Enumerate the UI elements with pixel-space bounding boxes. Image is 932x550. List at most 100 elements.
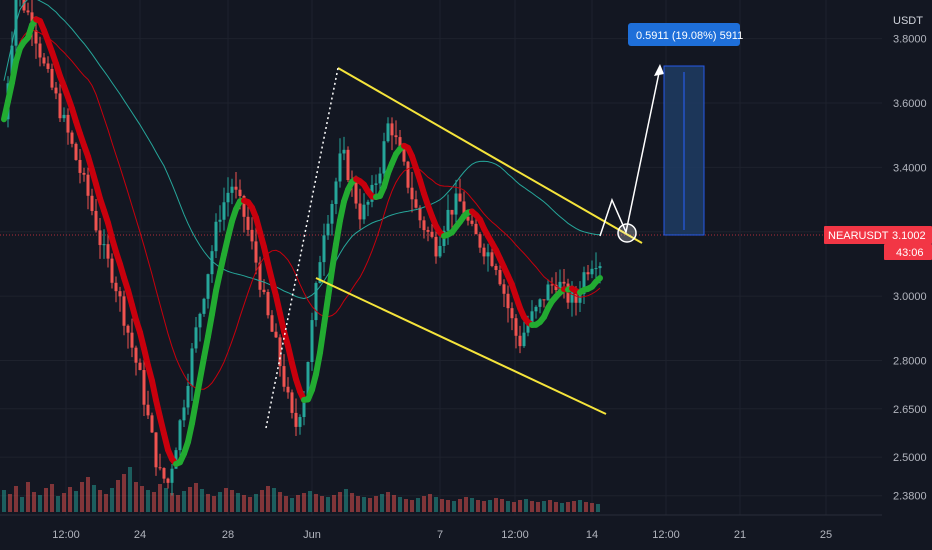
- candle-body: [46, 63, 50, 69]
- candle-body: [170, 468, 174, 483]
- candle-body: [226, 192, 230, 203]
- candle-body: [334, 181, 338, 204]
- volume-bar: [146, 490, 150, 512]
- candle-body: [214, 221, 218, 252]
- volume-bar: [572, 501, 576, 512]
- fast-ma-line: [3, 29, 601, 390]
- candle-body: [206, 274, 210, 299]
- candle-body: [286, 386, 290, 393]
- volume-bar: [200, 489, 204, 512]
- candle-body: [406, 161, 410, 188]
- volume-bar: [278, 492, 282, 512]
- candle-body: [534, 306, 538, 312]
- y-tick-label: 3.4000: [893, 162, 927, 174]
- trend-line-segment: [593, 275, 603, 285]
- trend-line-segment: [189, 398, 199, 427]
- volume-bar: [356, 496, 360, 512]
- candle-body: [94, 210, 98, 231]
- volume-bar: [182, 491, 186, 512]
- candle-body: [110, 258, 114, 283]
- candle-body: [414, 199, 418, 208]
- volume-bar: [596, 504, 600, 512]
- volume-bar: [140, 486, 144, 512]
- volume-bar: [344, 489, 348, 512]
- candle-body: [518, 335, 522, 347]
- trend-line-segment: [337, 198, 347, 224]
- candle-body: [402, 148, 406, 162]
- candle-body: [210, 251, 214, 275]
- volume-bar: [560, 503, 564, 512]
- candle-body: [150, 415, 154, 433]
- candle-body: [426, 230, 430, 232]
- candle-body: [230, 186, 234, 193]
- symbol-name: NEARUSDT: [828, 230, 889, 242]
- candle-body: [122, 296, 126, 326]
- trend-line-segment: [277, 310, 287, 335]
- volume-bar: [470, 498, 474, 512]
- candle-body: [474, 223, 478, 235]
- volume-bar: [62, 493, 66, 512]
- volume-bar: [194, 483, 198, 512]
- trend-line-segment: [329, 241, 339, 274]
- candle-body: [446, 209, 450, 231]
- volume-bar: [14, 486, 18, 512]
- candle-body: [422, 220, 426, 231]
- candle-body: [298, 417, 302, 427]
- candle-body: [362, 204, 366, 220]
- candle-body: [398, 137, 402, 149]
- countdown-tag: [884, 244, 932, 260]
- volume-bar: [452, 501, 456, 512]
- volume-bar: [212, 496, 216, 512]
- candle-body: [382, 141, 386, 174]
- candle-body: [598, 266, 602, 269]
- trendline-drawings[interactable]: [265, 64, 664, 429]
- candle-body: [582, 272, 586, 294]
- x-tick-label: 12:00: [501, 529, 529, 541]
- candle-body: [58, 93, 62, 119]
- trend-line-segment: [205, 311, 215, 340]
- trend-line-segment: [9, 58, 19, 86]
- volume-bar: [290, 498, 294, 512]
- volume-bar: [68, 487, 72, 512]
- volume-bar: [464, 497, 468, 512]
- volume-bar: [128, 467, 132, 512]
- volume-bar: [86, 477, 90, 512]
- trend-line-segment: [333, 217, 343, 248]
- volume-bar: [308, 491, 312, 512]
- candle-body: [66, 114, 70, 133]
- x-tick-label: Jun: [303, 529, 321, 541]
- volume-bar: [494, 498, 498, 512]
- volume-bar: [368, 498, 372, 512]
- candle-body: [34, 30, 38, 44]
- candle-body: [438, 245, 442, 257]
- x-axis-ticks: 12:00 24 28 Jun 7 12:00 14 12:00 21 25: [52, 529, 832, 541]
- volume-bars: [2, 467, 600, 512]
- candle-body: [374, 183, 378, 185]
- candle-body: [310, 320, 314, 362]
- candle-body: [378, 173, 382, 184]
- y-tick-label: 2.3800: [893, 491, 927, 503]
- candle-body: [106, 244, 110, 259]
- candle-body: [266, 292, 270, 316]
- volume-bar: [272, 488, 276, 512]
- candle-body: [26, 10, 30, 13]
- candle-body: [190, 348, 194, 386]
- candle-body: [70, 132, 74, 144]
- volume-bar: [248, 497, 252, 512]
- trend-line-segment: [193, 376, 203, 405]
- candle-body: [78, 159, 82, 173]
- price-range-measure[interactable]: 0.5911 (19.08%) 5911: [628, 23, 743, 236]
- volume-bar: [2, 490, 6, 512]
- candle-body: [358, 203, 362, 220]
- candle-body: [90, 195, 94, 211]
- volume-bar: [26, 482, 30, 512]
- candle-body: [470, 220, 474, 224]
- volume-bar: [302, 493, 306, 512]
- volume-bar: [32, 492, 36, 512]
- candle-body: [222, 202, 226, 220]
- volume-bar: [548, 500, 552, 512]
- volume-bar: [410, 500, 414, 512]
- trend-line-segment: [1, 98, 11, 123]
- candle-body: [54, 87, 58, 94]
